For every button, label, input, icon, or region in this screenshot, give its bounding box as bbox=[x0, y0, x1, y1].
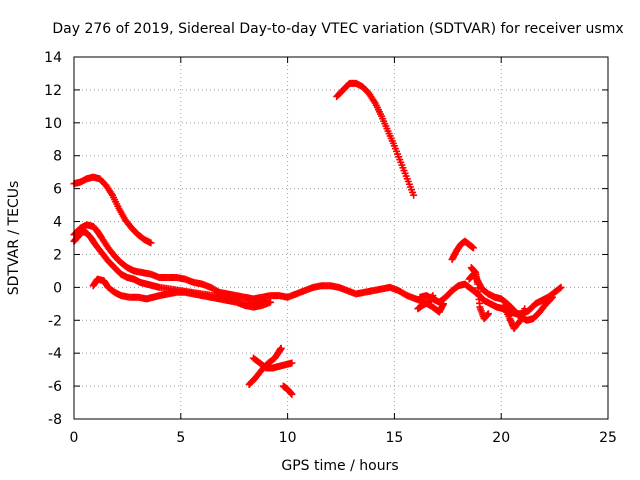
chart-title: Day 276 of 2019, Sidereal Day-to-day VTE… bbox=[52, 21, 623, 37]
x-tick-label: 10 bbox=[279, 430, 297, 446]
series-sat-d bbox=[89, 275, 275, 311]
grid-lines bbox=[74, 57, 608, 419]
data-point bbox=[556, 284, 564, 292]
y-tick-label: -2 bbox=[48, 313, 62, 329]
series-sat-a bbox=[70, 173, 155, 247]
series-sat-k bbox=[465, 270, 556, 324]
series-sat-e bbox=[333, 79, 418, 199]
y-tick-label: 2 bbox=[53, 247, 62, 263]
x-tick-label: 20 bbox=[492, 430, 510, 446]
data-point bbox=[288, 390, 296, 398]
data-point bbox=[484, 310, 492, 318]
series-sat-j bbox=[448, 237, 477, 263]
axis-ticks: 0 5 10 15 20 25 -8 -6 -4 -2 0 2 4 6 8 10 12 14 bbox=[44, 50, 617, 446]
y-tick-label: 6 bbox=[53, 182, 62, 198]
y-axis-label: SDTVAR / TECUs bbox=[6, 181, 22, 296]
x-tick-label: 25 bbox=[599, 430, 617, 446]
data-point bbox=[557, 283, 565, 291]
y-tick-label: 14 bbox=[44, 50, 62, 66]
x-tick-label: 5 bbox=[176, 430, 185, 446]
y-tick-label: 0 bbox=[53, 280, 62, 296]
plot-frame bbox=[73, 56, 609, 420]
y-tick-label: 8 bbox=[53, 149, 62, 165]
series-sat-h bbox=[279, 382, 296, 398]
x-tick-label: 0 bbox=[70, 430, 79, 446]
x-axis-label: GPS time / hours bbox=[281, 458, 398, 474]
y-tick-label: 4 bbox=[53, 215, 62, 231]
data-point bbox=[267, 298, 275, 306]
series-sat-g bbox=[249, 354, 296, 372]
data-point bbox=[429, 292, 437, 300]
series-sat-m bbox=[499, 301, 529, 332]
y-tick-label: 12 bbox=[44, 83, 62, 99]
data-point bbox=[521, 305, 529, 313]
data-point bbox=[288, 359, 296, 367]
data-point bbox=[547, 294, 555, 302]
data-point bbox=[277, 344, 285, 352]
data-point bbox=[469, 244, 477, 252]
y-tick-label: -8 bbox=[48, 412, 62, 428]
x-tick-label: 15 bbox=[385, 430, 403, 446]
data-points bbox=[70, 79, 565, 398]
data-point bbox=[147, 239, 155, 247]
series-sat-n bbox=[414, 292, 437, 313]
series-sat-l bbox=[467, 264, 492, 323]
y-tick-label: -4 bbox=[48, 346, 62, 362]
y-tick-label: -6 bbox=[48, 379, 62, 395]
data-point bbox=[410, 191, 418, 199]
data-point bbox=[548, 293, 556, 301]
y-tick-label: 10 bbox=[44, 116, 62, 132]
